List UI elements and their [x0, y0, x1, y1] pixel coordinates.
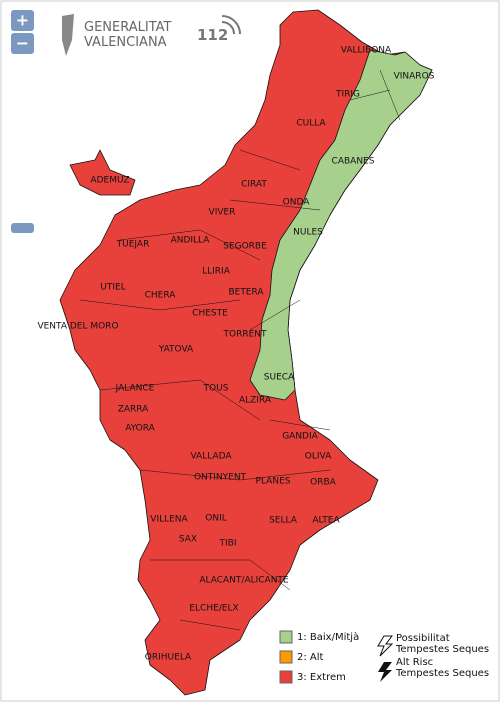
place-label: TUEJAR: [116, 240, 150, 250]
place-label: SEGORBE: [223, 242, 267, 252]
zoom-out-button[interactable]: [11, 33, 34, 54]
place-label: UTIEL: [100, 283, 125, 293]
place-label: CIRAT: [241, 180, 267, 190]
storm-icon-high: [378, 662, 392, 682]
legend-label: 3: Extrem: [297, 672, 346, 683]
place-label: ALACANT/ALICANTE: [199, 576, 289, 586]
place-label: LLIRIA: [202, 267, 231, 277]
place-label: AYORA: [125, 424, 155, 434]
place-label: NULES: [293, 228, 323, 238]
place-label: ADEMUZ: [90, 176, 129, 186]
region-low: [249, 49, 433, 401]
place-label: ONDA: [283, 198, 311, 208]
storm-legend-label: Tempestes Seques: [395, 644, 489, 655]
place-label: TIBI: [219, 539, 237, 549]
place-label: ALTEA: [312, 516, 340, 526]
place-label: TORRENT: [222, 330, 267, 340]
storm-legend-label: Tempestes Seques: [395, 668, 489, 679]
storm-legend-label: Possibilitat: [396, 633, 450, 644]
storm-icon-possible: [377, 635, 394, 657]
place-label: VALLADA: [190, 452, 232, 462]
zoom-slider[interactable]: [11, 223, 34, 233]
place-label: YATOVA: [158, 345, 194, 355]
place-label: ALZIRA: [239, 396, 272, 406]
place-label: GANDIA: [282, 432, 318, 442]
logos: GENERALITAT VALENCIANA 112: [62, 14, 241, 56]
zoom-out-label: −: [16, 34, 29, 53]
place-label: VENTA DEL MORO: [37, 322, 118, 332]
place-label: SAX: [179, 535, 197, 545]
place-label: VALLIBONA: [341, 46, 392, 56]
place-label: ZARRA: [118, 405, 149, 415]
place-label: VILLENA: [150, 515, 188, 525]
zoom-in-button[interactable]: [11, 10, 34, 31]
emergency-logo: 112: [197, 26, 228, 44]
place-label: SUECA: [264, 373, 295, 383]
legend-swatch: [279, 670, 293, 684]
logo-line1: GENERALITAT: [84, 20, 172, 35]
storm-legend-label: Alt Risc: [396, 657, 433, 668]
zoom-in-label: +: [16, 11, 29, 30]
place-label: CHERA: [145, 291, 177, 301]
place-label: VINAROS: [394, 72, 435, 82]
legend-swatch: [279, 630, 293, 644]
place-label: ELCHE/ELX: [189, 604, 238, 614]
place-label: SELLA: [269, 516, 298, 526]
place-label: ONTINYENT: [194, 473, 247, 483]
place-label: PLANES: [256, 477, 291, 487]
place-label: CULLA: [296, 119, 326, 129]
legend: 1: Baix/Mitjà 2: Alt 3: Extrem Possibilitat…: [279, 630, 489, 684]
legend-label: 2: Alt: [297, 652, 324, 663]
place-label: VIVER: [209, 208, 236, 218]
place-label: CABANES: [332, 157, 375, 167]
region-ademuz: [69, 149, 136, 196]
place-label: JALANCE: [115, 384, 155, 394]
legend-swatch: [279, 650, 293, 664]
logo-emblem: [62, 14, 74, 56]
place-label: OLIVA: [305, 452, 332, 462]
place-label: TOUS: [203, 384, 229, 394]
place-label: BETERA: [228, 288, 264, 298]
legend-label: 1: Baix/Mitjà: [297, 631, 359, 643]
zoom-controls: + −: [11, 10, 34, 233]
place-labels: VALLIBONA VINAROS TIRIG CULLA CABANES ADEMUZ C…: [37, 46, 434, 663]
logo-line2: VALENCIANA: [84, 35, 167, 50]
place-label: TIRIG: [335, 90, 360, 100]
place-label: ONIL: [205, 514, 227, 524]
borders: [79, 69, 401, 631]
place-label: CHESTE: [192, 309, 228, 319]
emergency-waves: [221, 15, 241, 35]
place-label: ORIHUELA: [145, 653, 192, 663]
place-label: ORBA: [310, 478, 337, 488]
place-label: ANDILLA: [171, 236, 211, 246]
region-map: [59, 9, 433, 696]
